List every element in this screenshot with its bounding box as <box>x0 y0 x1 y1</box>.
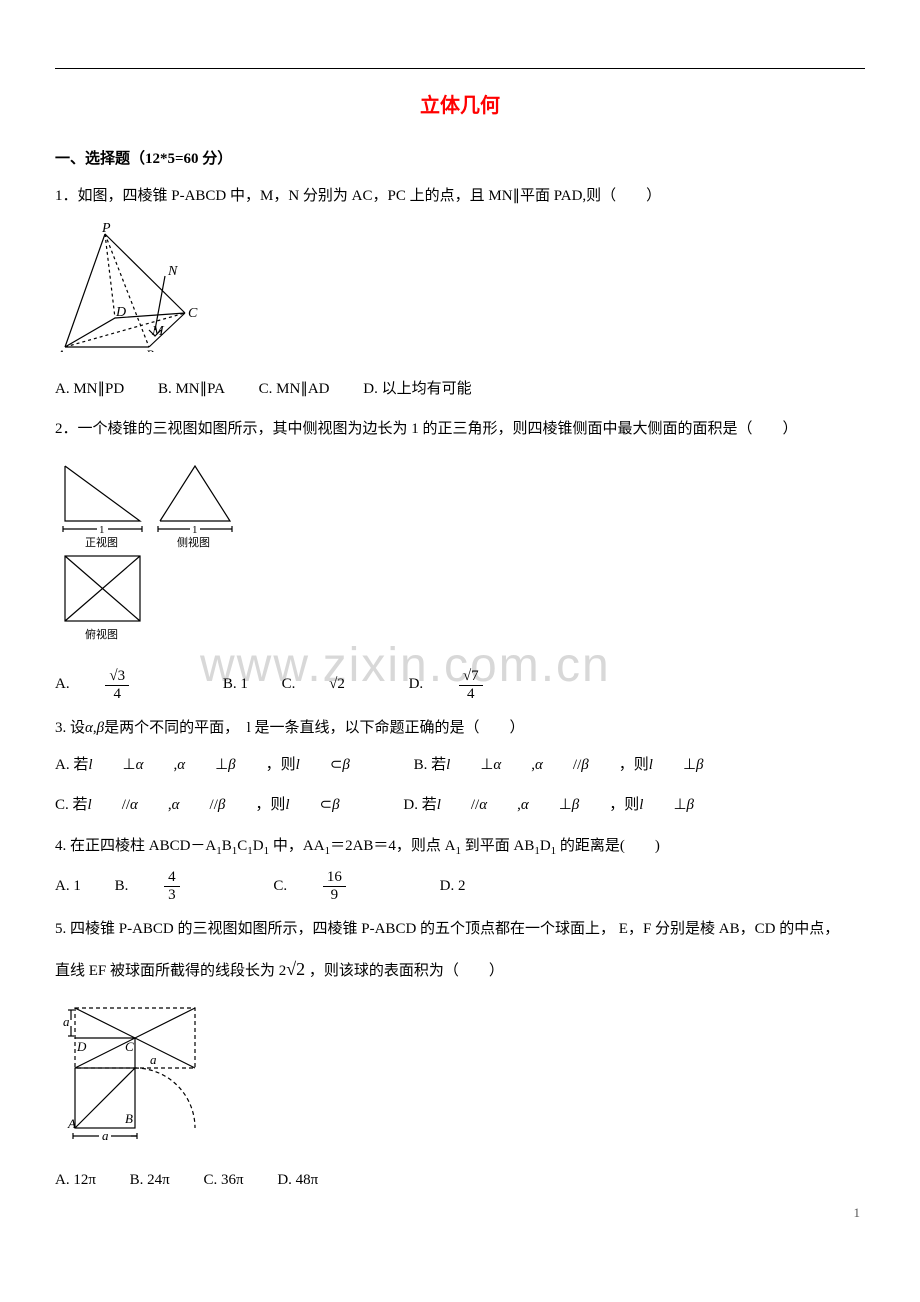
q3-opt-c: C. 若l//α,α//β，则l⊂β <box>55 797 370 813</box>
q4-b-num: 4 <box>164 869 180 887</box>
page-content: 立体几何 一、选择题（12*5=60 分） 1．如图，四棱锥 P-ABCD 中，… <box>55 87 865 1194</box>
q4-opt-d: D. 2 <box>440 878 466 894</box>
q4-c-num: 16 <box>323 869 346 887</box>
svg-text:D: D <box>115 305 126 320</box>
q5-text2-sqrt: √2 <box>286 952 305 986</box>
q2-c-prefix: C. <box>282 676 296 692</box>
q4-c-prefix: C. <box>273 878 287 894</box>
svg-text:1: 1 <box>192 524 198 536</box>
q5-text2-prefix: 直线 EF 被球面所截得的线段长为 2 <box>55 963 286 979</box>
q2-d-den: 4 <box>459 686 483 703</box>
q1-text: 1．如图，四棱锥 P-ABCD 中，M，N 分别为 AC，PC 上的点，且 MN… <box>55 182 865 211</box>
q2-a-den: 4 <box>105 686 129 703</box>
section-header: 一、选择题（12*5=60 分） <box>55 145 865 174</box>
svg-text:P: P <box>101 222 111 236</box>
q5-figure: a D C a A a B <box>55 998 865 1154</box>
svg-text:N: N <box>167 264 178 279</box>
top-label: 俯视图 <box>85 627 118 641</box>
q5-opt-d: D. 48π <box>277 1172 318 1188</box>
q2-opt-d: D. √74 <box>409 676 543 692</box>
q5-options: A. 12π B. 24π C. 36π D. 48π <box>55 1166 865 1195</box>
q1-opt-d: D. 以上均有可能 <box>363 381 471 397</box>
q4-b-den: 3 <box>164 887 180 904</box>
front-label: 正视图 <box>85 535 118 549</box>
q1-options: A. MN∥PD B. MN∥PA C. MN∥AD D. 以上均有可能 <box>55 375 865 404</box>
side-label: 侧视图 <box>177 535 210 549</box>
q2-text: 2．一个棱锥的三视图如图所示，其中侧视图为边长为 1 的正三角形，则四棱锥侧面中… <box>55 415 865 444</box>
q4-opt-a: A. 1 <box>55 878 81 894</box>
q2-a-num: √3 <box>105 668 129 686</box>
q4-opt-c: C. 169 <box>273 878 409 894</box>
q3-text: 3. 设α,β是两个不同的平面， l 是一条直线，以下命题正确的是（ ） <box>55 714 865 743</box>
three-view-sphere-icon: a D C a A a B <box>55 998 215 1143</box>
q5-opt-b: B. 24π <box>130 1172 170 1188</box>
q5-opt-a: A. 12π <box>55 1172 96 1188</box>
q2-opt-a: A. √34 <box>55 676 193 692</box>
svg-text:a: a <box>102 1128 109 1143</box>
page-title: 立体几何 <box>55 87 865 125</box>
q3-stem: 3. 设α,β是两个不同的平面， l 是一条直线，以下命题正确的是（ ） <box>55 720 525 736</box>
q2-a-prefix: A. <box>55 676 70 692</box>
q2-d-num: √7 <box>459 668 483 686</box>
q5-text1: 5. 四棱锥 P-ABCD 的三视图如图所示，四棱锥 P-ABCD 的五个顶点都… <box>55 915 865 944</box>
q2-options: A. √34 B. 1 C. √2 D. √74 <box>55 668 865 702</box>
q2-d-prefix: D. <box>409 676 424 692</box>
pyramid-icon: P N C M B D A <box>55 222 200 352</box>
svg-text:D: D <box>76 1039 87 1054</box>
q3-opt-d: D. 若l//α,α⊥β，则l⊥β <box>403 797 724 813</box>
svg-text:C: C <box>125 1039 134 1054</box>
svg-text:a: a <box>63 1014 70 1029</box>
q4-c-den: 9 <box>323 887 346 904</box>
svg-text:M: M <box>151 324 165 339</box>
q4-opt-b: B. 43 <box>115 878 244 894</box>
q4-b-prefix: B. <box>115 878 129 894</box>
q4-text: 4. 在正四棱柱 ABCD－A1B1C1D1 中，AA1＝2AB＝4，则点 A1… <box>55 832 865 862</box>
svg-text:1: 1 <box>99 524 105 536</box>
three-view-icon: 1 1 正视图 侧视图 俯视图 <box>55 456 240 646</box>
q2-figure: 1 1 正视图 侧视图 俯视图 <box>55 456 865 657</box>
q2-opt-c: C. √2 <box>282 676 379 692</box>
svg-text:A: A <box>67 1116 76 1131</box>
q3-options-row2: C. 若l//α,α//β，则l⊂β D. 若l//α,α⊥β，则l⊥β <box>55 791 865 820</box>
svg-text:C: C <box>188 306 198 321</box>
q5-text2: 直线 EF 被球面所截得的线段长为 2√2 ，则该球的表面积为（ ） <box>55 952 865 986</box>
page-number: 1 <box>854 1201 861 1226</box>
q4-options: A. 1 B. 43 C. 169 D. 2 <box>55 869 865 903</box>
q1-figure: P N C M B D A <box>55 222 865 363</box>
q3-opt-b: B. 若l⊥α,α//β，则l⊥β <box>414 757 734 773</box>
q2-c-val: √2 <box>329 670 345 699</box>
q3-opt-a: A. 若l⊥α,α⊥β，则l⊂β <box>55 757 380 773</box>
q2-opt-b: B. 1 <box>223 676 248 692</box>
header-rule <box>55 68 865 69</box>
q1-opt-b: B. MN∥PA <box>158 381 225 397</box>
q1-opt-c: C. MN∥AD <box>259 381 330 397</box>
svg-text:A: A <box>56 347 65 352</box>
q5-opt-c: C. 36π <box>203 1172 243 1188</box>
svg-text:a: a <box>150 1052 157 1067</box>
svg-text:B: B <box>125 1111 133 1126</box>
q1-opt-a: A. MN∥PD <box>55 381 124 397</box>
q5-text2-suffix: ，则该球的表面积为（ ） <box>305 963 504 979</box>
q3-options-row1: A. 若l⊥α,α⊥β，则l⊂β B. 若l⊥α,α//β，则l⊥β <box>55 751 865 780</box>
svg-text:B: B <box>146 347 154 352</box>
